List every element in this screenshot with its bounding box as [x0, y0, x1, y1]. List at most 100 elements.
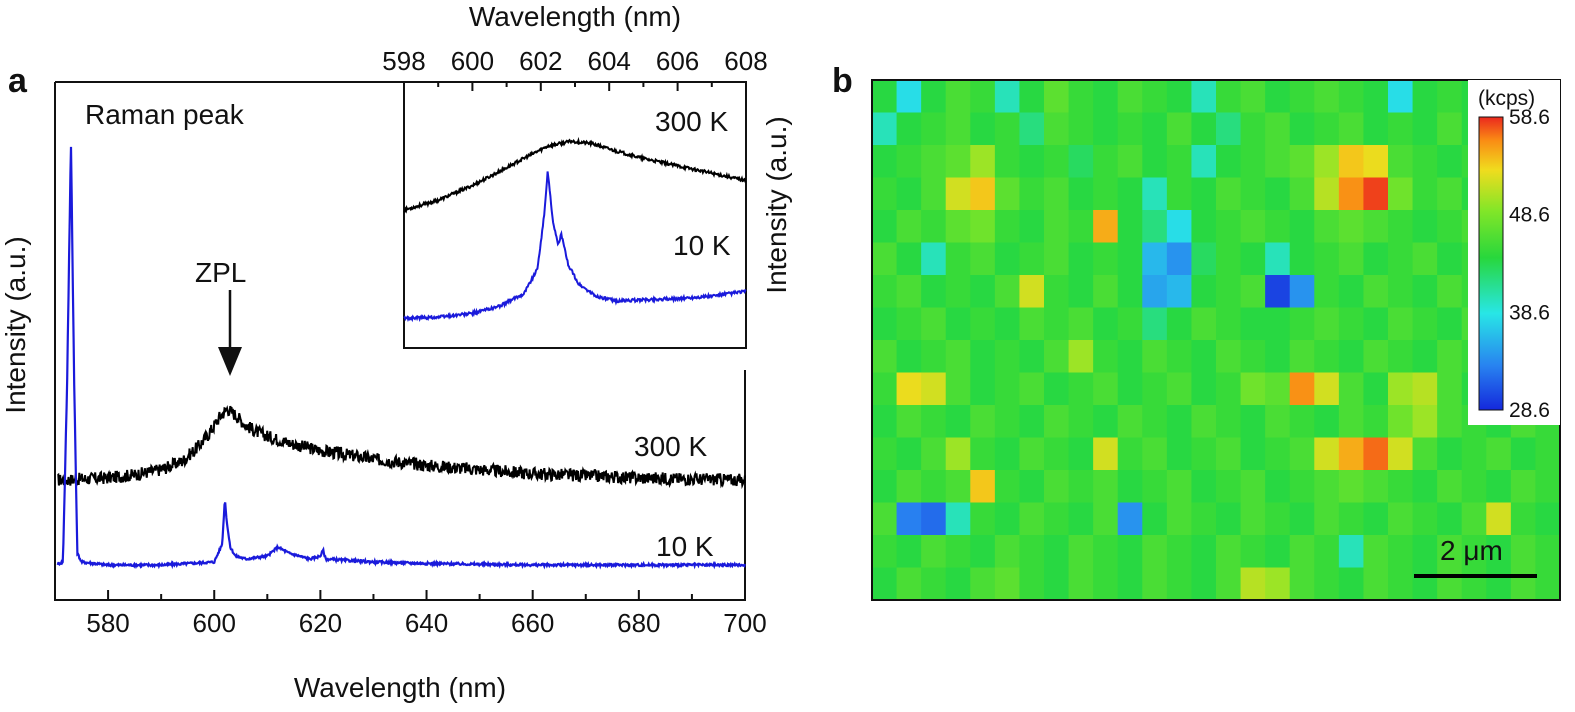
- heatmap-cell: [1240, 405, 1266, 439]
- heatmap-cell: [1166, 112, 1193, 146]
- heatmap-cell: [1142, 145, 1168, 179]
- heatmap-cell: [1437, 372, 1463, 406]
- heatmap-cell: [1117, 372, 1143, 406]
- heatmap-cell: [1191, 535, 1217, 569]
- heatmap-cell: [1240, 502, 1266, 536]
- heatmap-cell: [1191, 307, 1217, 341]
- heatmap-cell: [1412, 145, 1438, 179]
- heatmap-cell: [896, 372, 922, 406]
- colorbar-unit-label: (kcps): [1478, 87, 1535, 110]
- heatmap-cell: [1166, 502, 1193, 536]
- inset-x-axis-label: Wavelength (nm): [469, 1, 681, 32]
- heatmap-cell: [1216, 437, 1242, 471]
- heatmap-cell: [1142, 405, 1168, 439]
- heatmap-cell: [921, 437, 947, 471]
- heatmap-cell: [1338, 372, 1365, 406]
- heatmap-cell: [1191, 437, 1217, 471]
- heatmap-cell: [1314, 405, 1340, 439]
- heatmap-cell: [994, 80, 1021, 114]
- heatmap-cell: [1191, 275, 1217, 309]
- heatmap-cell: [1044, 502, 1070, 536]
- colorbar-tick-label: 58.6: [1509, 106, 1550, 129]
- heatmap-cell: [896, 405, 922, 439]
- heatmap-cell: [1265, 80, 1291, 114]
- heatmap-cell: [1363, 242, 1389, 276]
- heatmap-cell: [921, 307, 947, 341]
- heatmap-cell: [1412, 372, 1438, 406]
- heatmap-cell: [1535, 470, 1561, 504]
- heatmap-cell: [896, 307, 922, 341]
- heatmap-cell: [1265, 405, 1291, 439]
- heatmap-cell: [970, 112, 996, 146]
- heatmap-cell: [994, 567, 1021, 601]
- heatmap-cell: [945, 405, 971, 439]
- main-x-tick-label: 640: [405, 608, 448, 638]
- heatmap-cell: [945, 340, 971, 374]
- heatmap-cell: [1068, 372, 1094, 406]
- inset-series-10k: [403, 171, 747, 323]
- heatmap-cell: [1338, 535, 1365, 569]
- heatmap-cell: [1535, 437, 1561, 471]
- heatmap-cell: [1363, 112, 1389, 146]
- heatmap-cell: [1510, 502, 1537, 536]
- heatmap-cell: [1216, 567, 1242, 601]
- heatmap-cell: [1019, 145, 1045, 179]
- heatmap-cell: [1240, 307, 1266, 341]
- heatmap-cell: [1044, 210, 1070, 244]
- main-series-10k: [56, 146, 746, 570]
- heatmap-cell: [1363, 307, 1389, 341]
- heatmap-cell: [1314, 242, 1340, 276]
- heatmap-cell: [1265, 145, 1291, 179]
- heatmap-cell: [1289, 177, 1315, 211]
- heatmap-cell: [1289, 145, 1315, 179]
- heatmap-cell: [1117, 307, 1143, 341]
- heatmap-cell: [1216, 80, 1242, 114]
- heatmap-cell: [1437, 210, 1463, 244]
- heatmap-cell: [1166, 210, 1193, 244]
- heatmap-cell: [1388, 80, 1414, 114]
- heatmap-cell: [1363, 405, 1389, 439]
- heatmap-cell: [1437, 535, 1463, 569]
- heatmap-cell: [1437, 275, 1463, 309]
- heatmap-cell: [1166, 80, 1193, 114]
- heatmap-cell: [1093, 112, 1119, 146]
- heatmap-cell: [1363, 372, 1389, 406]
- heatmap-cell: [872, 145, 898, 179]
- heatmap-cell: [1363, 567, 1389, 601]
- heatmap-cell: [1388, 405, 1414, 439]
- heatmap-cell: [1117, 112, 1143, 146]
- heatmap-cell: [1093, 145, 1119, 179]
- heatmap-cell: [1019, 177, 1045, 211]
- heatmap-cell: [872, 437, 898, 471]
- heatmap-cell: [1535, 567, 1561, 601]
- heatmap-cell: [1044, 340, 1070, 374]
- inset-axes: 598 600 602 604 606 608: [382, 46, 768, 91]
- heatmap-cell: [945, 502, 971, 536]
- heatmap-cell: [1289, 307, 1315, 341]
- heatmap-cell: [1142, 210, 1168, 244]
- heatmap-cell: [1117, 177, 1143, 211]
- heatmap-cell: [1338, 470, 1365, 504]
- heatmap-cell: [896, 502, 922, 536]
- heatmap-cell: [1388, 567, 1414, 601]
- heatmap-cell: [945, 242, 971, 276]
- heatmap-cell: [1412, 437, 1438, 471]
- heatmap-cell: [1068, 502, 1094, 536]
- heatmap-cell: [1068, 275, 1094, 309]
- heatmap-cell: [921, 470, 947, 504]
- heatmap-cell: [1338, 242, 1365, 276]
- heatmap-cell: [1388, 307, 1414, 341]
- heatmap-cell: [1166, 567, 1193, 601]
- heatmap-cell: [1388, 437, 1414, 471]
- heatmap-cell: [1289, 372, 1315, 406]
- heatmap-cell: [1314, 275, 1340, 309]
- heatmap-cell: [1068, 112, 1094, 146]
- heatmap-cell: [1265, 112, 1291, 146]
- heatmap-cell: [1338, 145, 1365, 179]
- main-plot-axes: 580 600 620 640 660 680 700: [54, 81, 767, 638]
- heatmap-cell: [1265, 372, 1291, 406]
- heatmap-cell: [994, 242, 1021, 276]
- heatmap-cell: [1093, 372, 1119, 406]
- heatmap-cell: [1240, 567, 1266, 601]
- heatmap-cell: [896, 437, 922, 471]
